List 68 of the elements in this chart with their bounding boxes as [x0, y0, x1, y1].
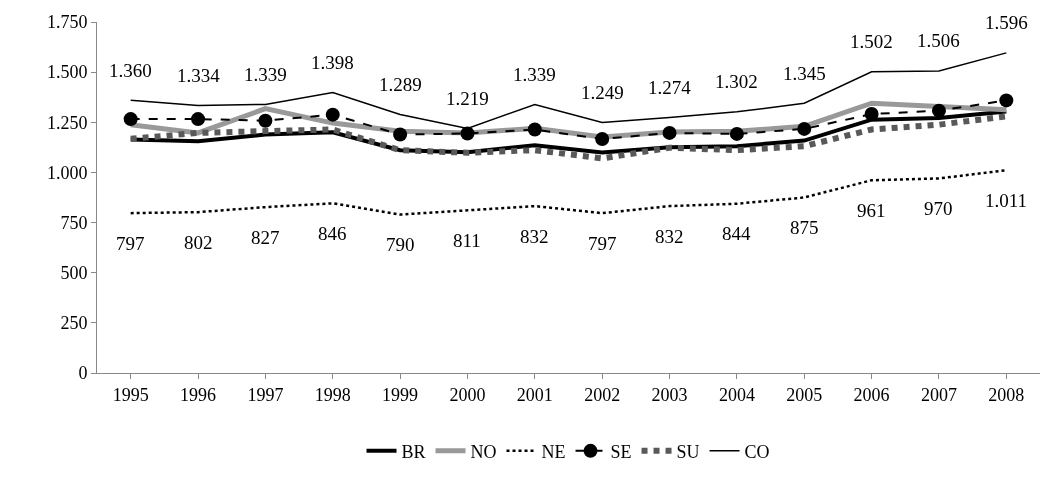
y-tick-label: 500	[60, 263, 88, 284]
point	[258, 113, 273, 128]
x-tick-label: 1999	[382, 384, 419, 405]
data-label: 1.339	[244, 64, 287, 85]
x-tick-label: 2004	[718, 384, 755, 405]
data-label: 832	[520, 226, 549, 247]
x-tick-label: 2003	[651, 384, 688, 405]
y-tick-label: 1.750	[46, 12, 88, 33]
data-label: 832	[655, 226, 684, 247]
data-label: 1.289	[379, 74, 422, 95]
data-label: 1.506	[917, 30, 960, 51]
data-label: 1.302	[715, 71, 758, 92]
data-label: 961	[857, 200, 886, 221]
point	[931, 103, 946, 118]
legend-label: SE	[610, 441, 632, 462]
data-label: 1.596	[985, 12, 1028, 33]
x-tick-label: 1998	[314, 384, 351, 405]
data-label: 1.339	[513, 64, 556, 85]
data-label: 844	[722, 223, 751, 244]
x-tick-label: 2002	[584, 384, 621, 405]
legend-label: SU	[676, 441, 700, 462]
data-label: 1.334	[177, 65, 221, 86]
point	[191, 112, 206, 127]
data-label: 1.398	[311, 52, 354, 73]
y-tick-label: 0	[78, 363, 88, 384]
point	[595, 131, 610, 146]
data-label: 1.360	[109, 60, 152, 81]
point	[527, 122, 542, 137]
legend-label: BR	[401, 441, 426, 462]
data-label: 970	[924, 198, 953, 219]
data-label: 1.345	[783, 63, 826, 84]
point	[999, 93, 1014, 108]
y-tick-label: 1.500	[46, 62, 88, 83]
data-label: 802	[184, 232, 213, 253]
data-label: 790	[386, 234, 415, 255]
y-tick-label: 1.250	[46, 112, 88, 133]
data-label: 811	[453, 230, 481, 251]
x-tick-label: 1995	[112, 384, 149, 405]
data-label: 875	[790, 217, 819, 238]
data-label: 797	[588, 233, 617, 254]
point	[123, 112, 138, 127]
x-tick-label: 2006	[853, 384, 890, 405]
x-tick-label: 2008	[988, 384, 1025, 405]
data-label: 797	[116, 233, 145, 254]
point	[393, 127, 408, 142]
x-tick-label: 1997	[247, 384, 284, 405]
legend-label: NO	[470, 441, 497, 462]
point	[797, 121, 812, 136]
x-tick-label: 2001	[516, 384, 553, 405]
data-label: 846	[318, 223, 347, 244]
data-label: 1.274	[648, 77, 692, 98]
legend-label: CO	[744, 441, 770, 462]
point	[662, 125, 677, 140]
y-tick-label: 250	[60, 313, 88, 334]
data-label: 827	[251, 227, 280, 248]
legend-label: NE	[541, 441, 566, 462]
y-tick-label: 750	[60, 212, 88, 233]
point	[729, 126, 744, 141]
x-tick-label: 2007	[920, 384, 957, 405]
point	[325, 107, 340, 122]
x-tick-label: 2005	[786, 384, 823, 405]
x-tick-label: 1996	[180, 384, 217, 405]
data-label: 1.219	[446, 88, 489, 109]
y-tick-label: 1.000	[46, 162, 88, 183]
data-label: 1.502	[850, 31, 893, 52]
x-tick-label: 2000	[449, 384, 486, 405]
data-label: 1.011	[985, 190, 1028, 211]
data-label: 1.249	[581, 82, 624, 103]
